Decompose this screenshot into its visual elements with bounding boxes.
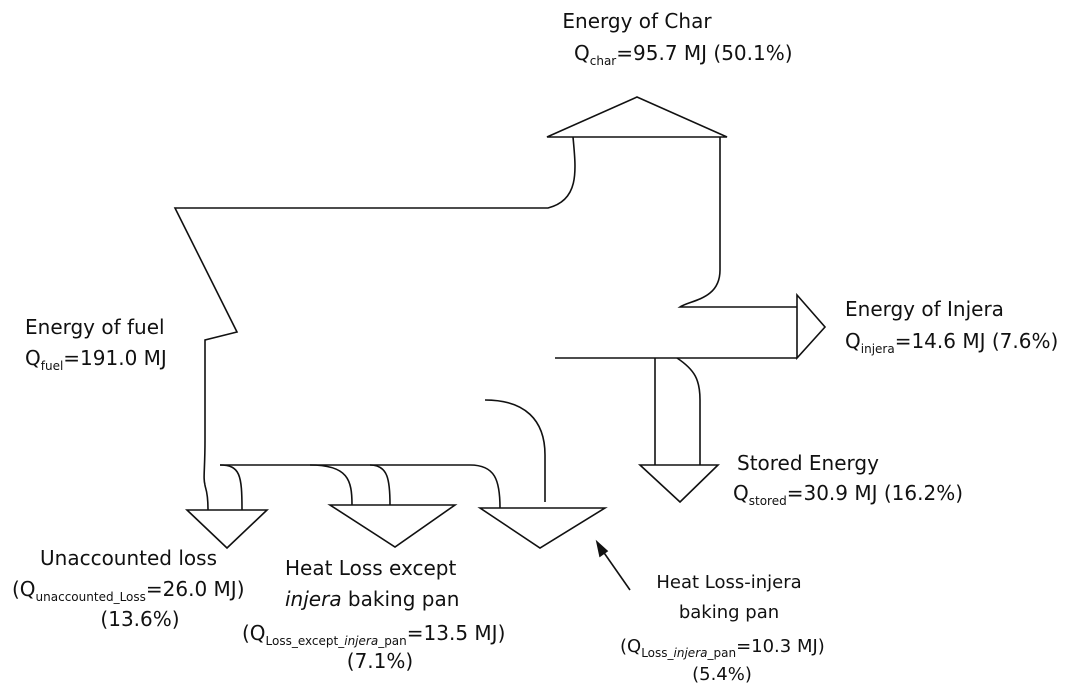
text-part: Loss_ <box>641 646 674 660</box>
char-arrow <box>546 96 728 138</box>
text-part: =14.6 MJ (7.6%) <box>895 329 1059 353</box>
label: Energy of Char <box>562 9 712 33</box>
text-part: Q <box>25 346 41 370</box>
share: (7.1%) <box>347 649 413 673</box>
injera-loss-arrow <box>477 507 608 549</box>
label: Energy of Injera <box>845 297 1004 321</box>
stored-right <box>676 357 701 465</box>
injera-loss-left <box>469 464 501 509</box>
text-part: char <box>590 54 617 68</box>
text-part: Q <box>733 481 749 505</box>
labels: Energy of Char Qchar=95.7 MJ (50.1%) Ene… <box>12 9 1058 685</box>
text-part: =30.9 MJ (16.2%) <box>787 481 963 505</box>
stored-arrow <box>637 464 720 504</box>
text-part: (Q <box>242 621 266 645</box>
text-part: =191.0 MJ <box>63 346 167 370</box>
share: (5.4%) <box>692 664 752 685</box>
text-part: injera <box>674 646 708 660</box>
text-part: Q <box>574 41 590 65</box>
injera-loss-flow <box>484 399 546 502</box>
text-part: Q <box>845 329 861 353</box>
text-part: injera <box>285 587 342 611</box>
label: Energy of fuel <box>25 315 165 339</box>
unaccounted-right <box>219 464 243 511</box>
fuel-outline <box>173 136 576 486</box>
label: Heat Loss except <box>285 556 456 580</box>
value-line: Qinjera=14.6 MJ (7.6%) <box>845 329 1058 356</box>
value-line: Qfuel=191.0 MJ <box>25 346 167 373</box>
text-part: fuel <box>41 359 64 373</box>
flows <box>173 96 827 591</box>
text-part: injera <box>861 342 895 356</box>
label: Heat Loss-injera <box>656 572 801 593</box>
label: Stored Energy <box>737 451 879 475</box>
pointer-line <box>599 546 631 591</box>
label: Unaccounted loss <box>40 546 217 570</box>
value-line: (Qunaccounted_Loss=26.0 MJ) <box>12 577 245 604</box>
except-flow <box>309 464 391 506</box>
text-part: (Q <box>12 577 36 601</box>
text-part: _pan <box>706 646 736 660</box>
text-part: baking pan <box>342 587 460 611</box>
label-line2: injera baking pan <box>285 587 459 611</box>
text-part: =13.5 MJ) <box>407 621 506 645</box>
value-line: (QLoss_except_injera_pan=13.5 MJ) <box>242 621 505 648</box>
unaccounted-left <box>204 484 209 511</box>
pointer-head <box>595 539 609 558</box>
label-line2: baking pan <box>679 602 779 623</box>
text-part: stored <box>749 494 787 508</box>
text-part: unaccounted_Loss <box>36 590 146 604</box>
text-part: =26.0 MJ) <box>146 577 245 601</box>
value-line: Qstored=30.9 MJ (16.2%) <box>733 481 963 508</box>
text-part: =10.3 MJ) <box>736 636 825 657</box>
text-part: =95.7 MJ (50.1%) <box>616 41 792 65</box>
share: (13.6%) <box>100 607 179 631</box>
except-arrow <box>327 504 458 548</box>
unaccounted-arrow <box>184 509 270 550</box>
text-part: Loss_except_ <box>266 634 346 648</box>
value-line: Qchar=95.7 MJ (50.1%) <box>574 41 793 68</box>
value-line: (QLoss_injera_pan=10.3 MJ) <box>620 636 825 660</box>
text-part: injera <box>344 634 378 648</box>
injera-top <box>677 137 797 308</box>
text-part: _pan <box>377 634 407 648</box>
text-part: (Q <box>620 636 641 657</box>
injera-arrow <box>796 292 827 361</box>
